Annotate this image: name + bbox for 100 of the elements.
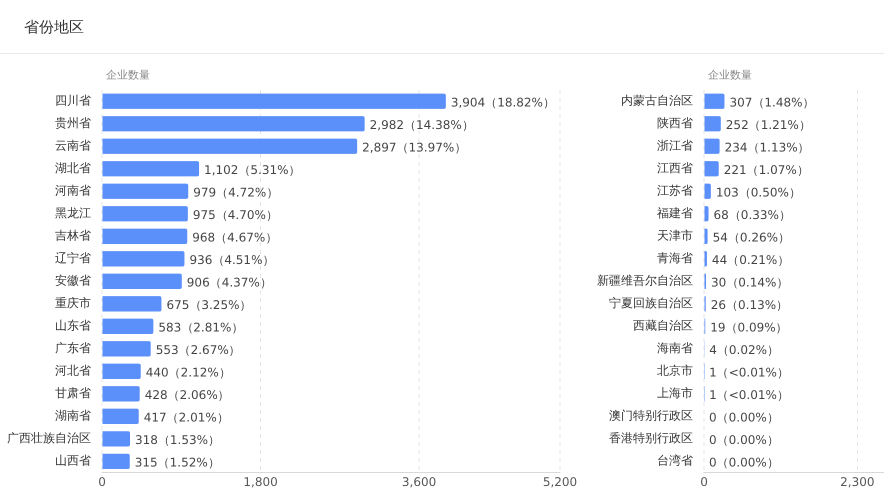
data-label: 428（2.06%）	[144, 388, 230, 402]
x-tick-label: 3,600	[402, 474, 436, 489]
data-label: 2,982（14.38%）	[370, 118, 474, 132]
y-tick-label: 吉林省	[55, 228, 91, 242]
data-label: 1（<0.01%）	[709, 388, 789, 402]
y-tick-label: 河南省	[55, 183, 91, 198]
data-label: 252（1.21%）	[726, 118, 811, 132]
y-tick-label: 重庆市	[55, 296, 91, 310]
bar	[704, 94, 724, 109]
data-label: 4（0.02%）	[709, 342, 780, 357]
y-tick-label: 山东省	[55, 318, 91, 332]
data-label: 968（4.67%）	[192, 230, 278, 244]
bar	[704, 228, 708, 244]
bar	[102, 138, 358, 154]
y-tick-label: 西藏自治区	[633, 318, 693, 332]
bar	[102, 341, 151, 356]
y-tick-label: 安徽省	[55, 273, 91, 288]
data-label: 0（0.00%）	[709, 455, 779, 470]
data-label: 221（1.07%）	[724, 162, 809, 177]
data-label: 26（0.13%）	[710, 298, 788, 312]
y-axis-title: 企业数量	[106, 68, 150, 82]
data-label: 906（4.37%）	[186, 275, 272, 290]
data-label: 583（2.81%）	[158, 320, 244, 334]
data-label: 553（2.67%）	[156, 342, 241, 357]
bar	[704, 206, 709, 222]
y-tick-label: 湖北省	[55, 160, 91, 175]
bar	[704, 184, 711, 199]
bar	[704, 138, 720, 154]
bar	[102, 296, 162, 312]
y-tick-label: 江苏省	[657, 183, 693, 198]
bar	[102, 454, 130, 469]
data-label: 675（3.25%）	[166, 298, 252, 312]
data-label: 440（2.12%）	[146, 365, 231, 380]
data-label: 318（1.53%）	[135, 432, 220, 447]
y-tick-label: 河北省	[55, 363, 91, 378]
data-label: 30（0.14%）	[711, 275, 788, 290]
data-label: 1（<0.01%）	[709, 365, 789, 380]
x-tick-label: 1,800	[243, 474, 278, 489]
bar	[102, 94, 446, 109]
data-label: 44（0.21%）	[712, 252, 790, 267]
y-tick-label: 广西壮族自治区	[7, 430, 91, 445]
bar	[704, 116, 721, 132]
data-label: 19（0.09%）	[710, 320, 788, 334]
bar	[102, 364, 141, 379]
y-tick-label: 湖南省	[55, 408, 91, 422]
y-tick-label: 辽宁省	[55, 250, 91, 265]
y-tick-label: 浙江省	[657, 138, 693, 152]
chart-title: 省份地区	[24, 18, 84, 37]
y-tick-label: 江西省	[657, 160, 693, 175]
y-tick-label: 香港特别行政区	[609, 430, 693, 445]
bar	[704, 161, 719, 176]
y-tick-label: 贵州省	[55, 116, 91, 130]
x-tick-label: 0	[700, 474, 708, 489]
y-tick-label: 福建省	[657, 206, 693, 220]
bar	[102, 228, 188, 244]
x-tick-label: 2,300	[840, 474, 875, 489]
y-tick-label: 海南省	[657, 340, 693, 355]
y-tick-label: 黑龙江	[55, 206, 91, 220]
data-label: 103（0.50%）	[716, 185, 801, 200]
y-tick-label: 澳门特别行政区	[609, 408, 693, 422]
y-tick-label: 宁夏回族自治区	[609, 296, 693, 310]
y-tick-label: 陕西省	[657, 116, 693, 130]
bar	[102, 206, 188, 222]
y-axis-title: 企业数量	[708, 68, 752, 82]
x-tick-label: 5,200	[542, 474, 578, 489]
data-label: 68（0.33%）	[714, 208, 791, 222]
bar	[102, 386, 140, 402]
bar	[102, 184, 188, 199]
y-tick-label: 广东省	[55, 340, 91, 355]
bar	[102, 408, 139, 424]
y-tick-label: 四川省	[55, 93, 91, 108]
x-tick-label: 0	[98, 474, 106, 489]
y-tick-label: 台湾省	[657, 453, 693, 468]
data-label: 936（4.51%）	[189, 252, 274, 267]
data-label: 234（1.13%）	[724, 140, 810, 154]
data-label: 975（4.70%）	[192, 208, 278, 222]
data-label: 0（0.00%）	[709, 410, 779, 424]
data-label: 54（0.26%）	[712, 230, 790, 244]
data-label: 3,904（18.82%）	[450, 95, 555, 110]
y-tick-label: 青海省	[657, 250, 693, 265]
y-tick-label: 天津市	[657, 228, 693, 242]
y-tick-label: 上海市	[657, 386, 693, 400]
y-tick-label: 内蒙古自治区	[621, 93, 693, 108]
bar	[102, 251, 184, 266]
bar	[102, 116, 365, 132]
y-tick-label: 甘肃省	[55, 386, 91, 400]
data-label: 417（2.01%）	[144, 410, 229, 424]
bar	[102, 161, 200, 176]
bar	[102, 431, 130, 446]
bar	[102, 274, 182, 289]
y-tick-label: 新疆维吾尔自治区	[597, 273, 693, 288]
y-tick-label: 山西省	[55, 453, 91, 468]
y-tick-label: 北京市	[657, 363, 693, 378]
bar	[102, 318, 154, 334]
data-label: 1,102（5.31%）	[204, 162, 301, 177]
data-label: 2,897（13.97%）	[362, 140, 466, 154]
data-label: 979（4.72%）	[193, 185, 278, 200]
data-label: 307（1.48%）	[729, 95, 814, 110]
data-label: 315（1.52%）	[134, 455, 220, 470]
y-tick-label: 云南省	[55, 138, 91, 152]
